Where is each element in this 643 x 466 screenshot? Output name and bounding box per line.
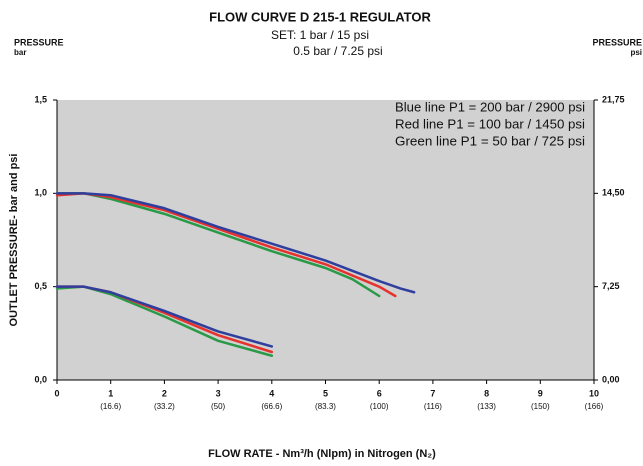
x2-tick-label: (83.3) [315,402,336,411]
plot-area [57,100,594,380]
axis-header: bar [14,48,26,57]
axis-header: PRESSURE [14,37,64,47]
series-line [55,285,274,348]
y2-tick-label: 21,75 [602,94,625,104]
axis-header: PRESSURE [592,37,642,47]
x2-tick-label: (100) [370,402,389,411]
x2-tick-label: (133) [477,402,496,411]
x-axis-label: FLOW RATE - Nm³/h (Nlpm) in Nitrogen (N₂… [208,448,436,460]
y-tick-label: 1,5 [34,94,47,104]
x2-tick-label: (33.2) [154,402,175,411]
series-line [55,192,416,294]
y-axis-label: OUTLET PRESSURE- bar and psi [8,154,20,327]
x-tick-label: 3 [216,388,221,398]
legend-entry: Green line P1 = 50 bar / 725 psi [395,133,585,148]
x-tick-label: 2 [162,388,167,398]
axis-header: psi [630,48,642,57]
x-tick-label: 0 [54,388,59,398]
x-tick-label: 10 [589,388,599,398]
x2-tick-label: (116) [424,402,442,411]
x-tick-label: 1 [108,388,113,398]
x2-tick-label: (16.6) [100,402,121,411]
legend-entry: Blue line P1 = 200 bar / 2900 psi [395,99,585,114]
legend-entry: Red line P1 = 100 bar / 1450 psi [395,116,585,131]
x2-tick-label: (66.6) [261,402,282,411]
subtitle: SET: 1 bar / 15 psi [271,28,369,42]
x-tick-label: 9 [538,388,543,398]
x-tick-label: 6 [377,388,382,398]
x2-tick-label: (50) [211,402,226,411]
x-tick-label: 8 [484,388,489,398]
x-tick-label: 4 [269,388,274,398]
x2-tick-label: (150) [531,402,550,411]
y-tick-label: 0,5 [34,281,47,291]
y2-tick-label: 14,50 [602,188,625,198]
y-tick-label: 0,0 [34,374,47,384]
y2-tick-label: 7,25 [602,281,620,291]
y2-tick-label: 0,00 [602,374,620,384]
chart-title: FLOW CURVE D 215-1 REGULATOR [209,9,431,24]
y-tick-label: 1,0 [34,188,47,198]
x-tick-label: 7 [430,388,435,398]
subtitle: 0.5 bar / 7.25 psi [293,44,382,58]
x-tick-label: 5 [323,388,328,398]
x2-tick-label: (166) [585,402,604,411]
